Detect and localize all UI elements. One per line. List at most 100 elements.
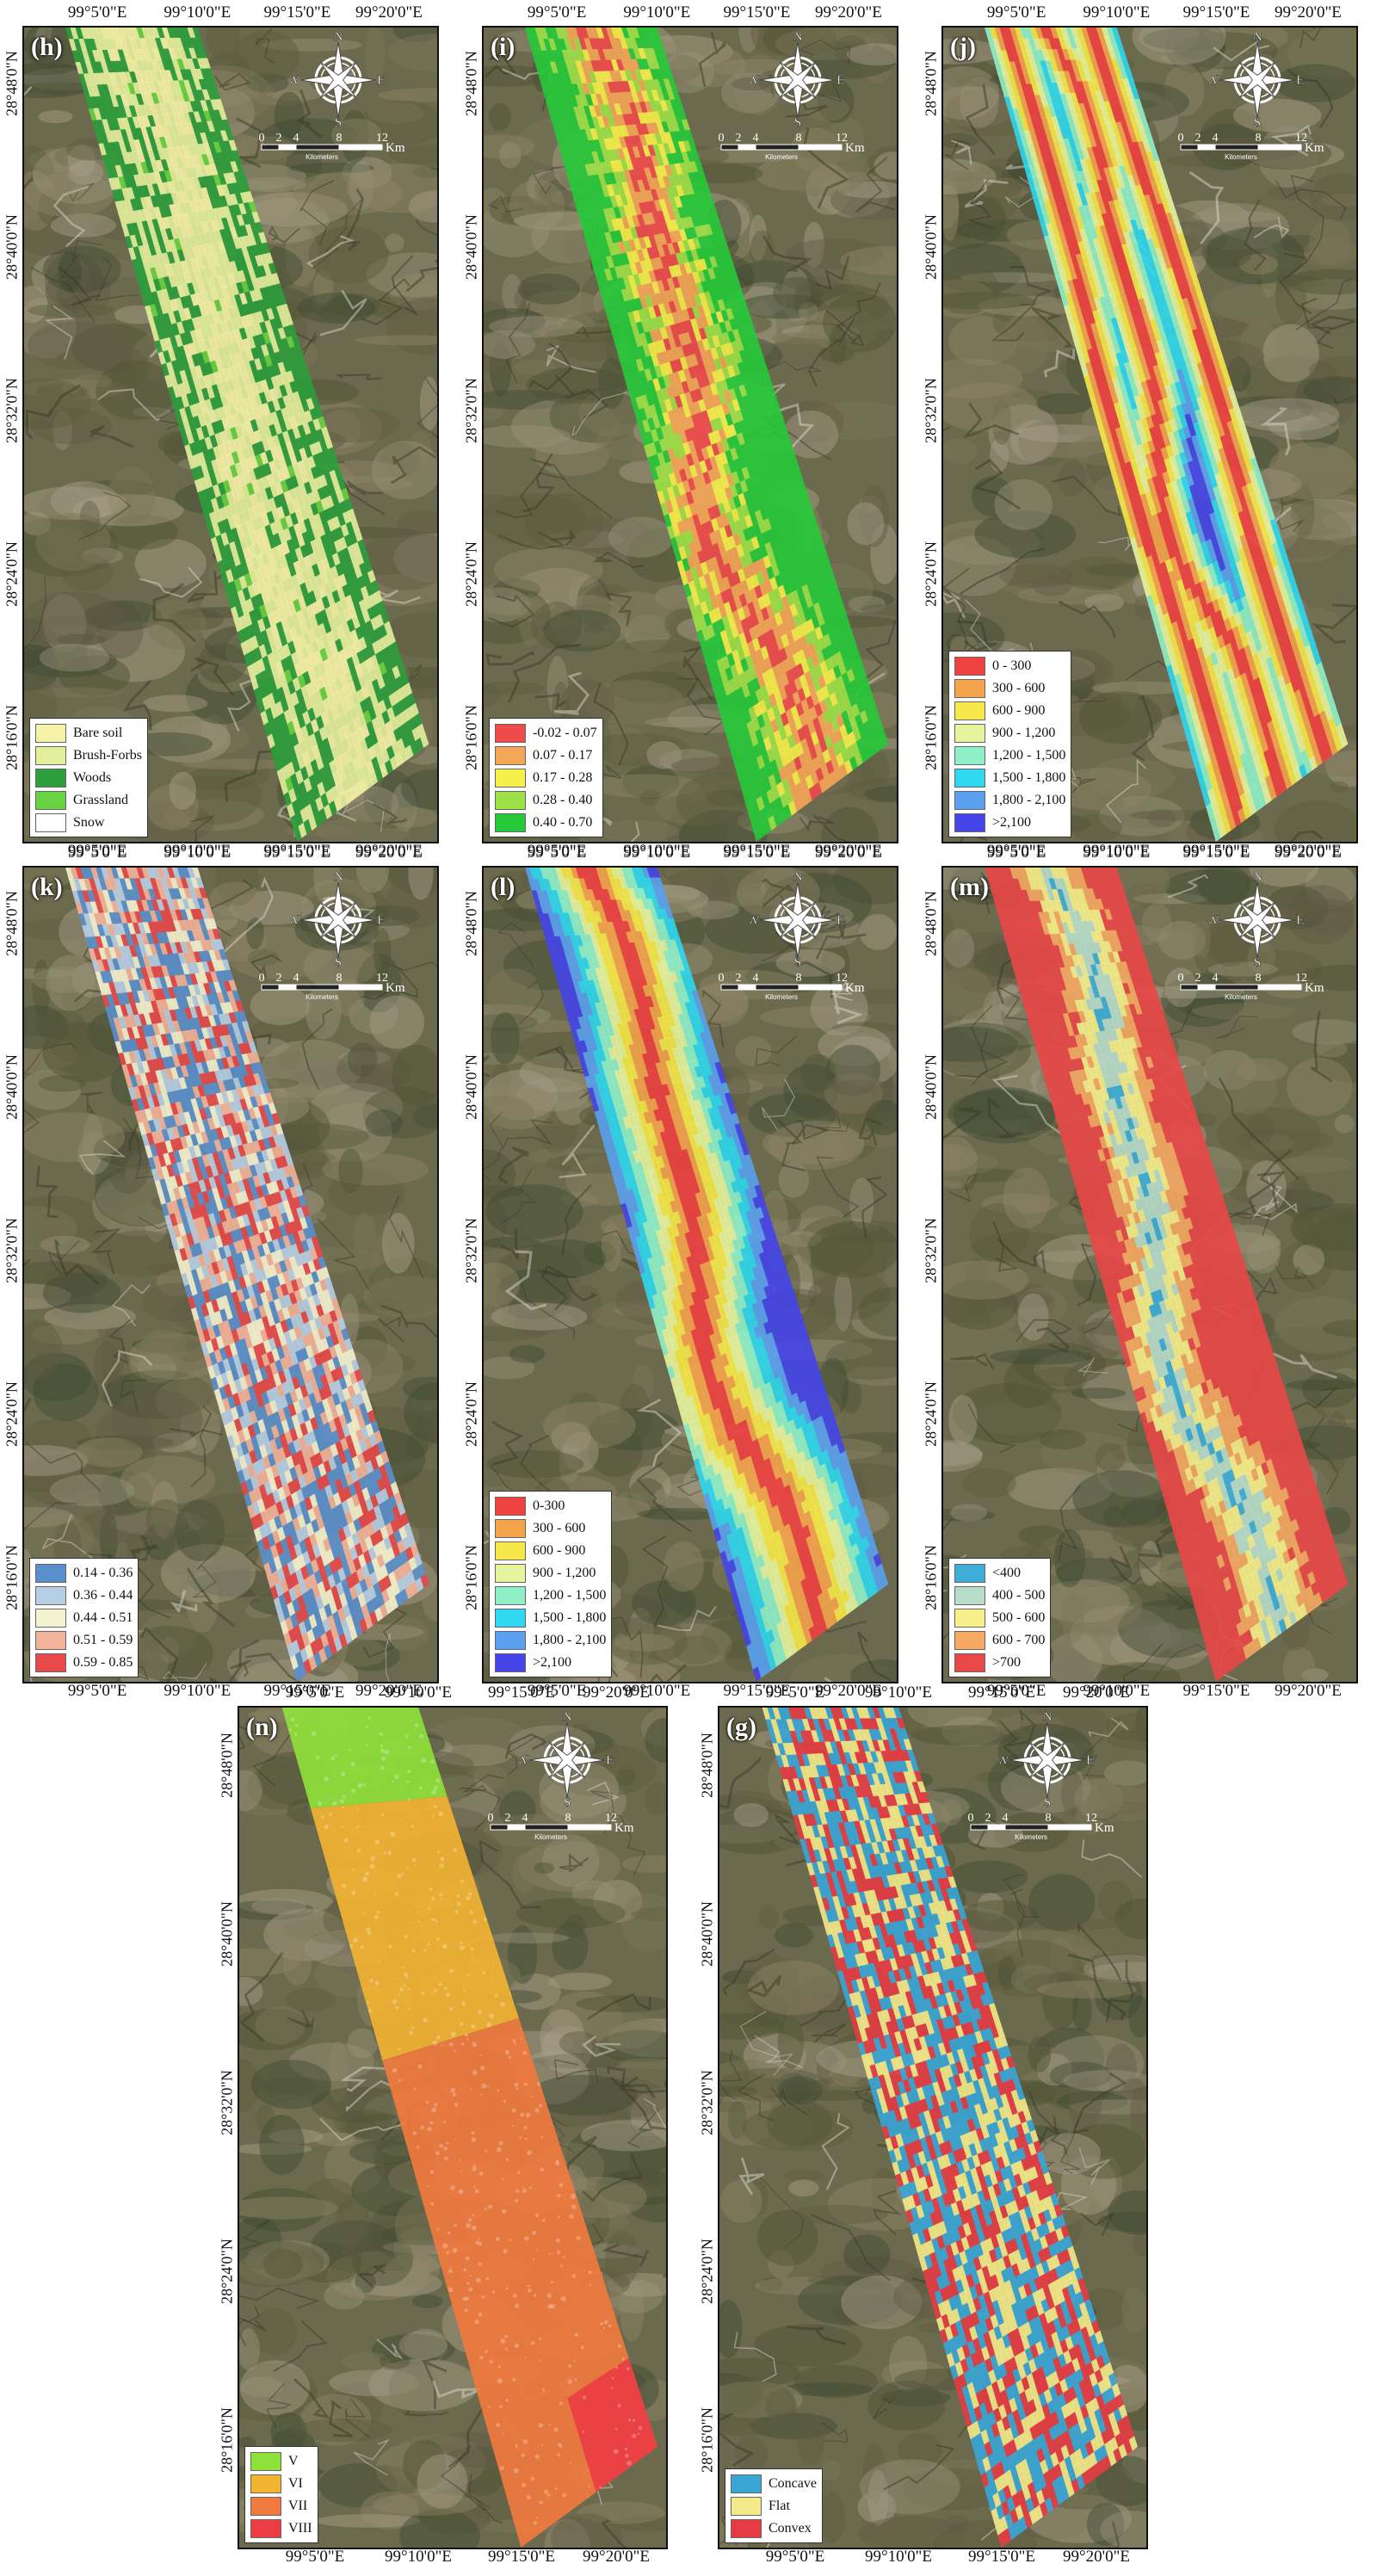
legend-swatch — [495, 1519, 526, 1538]
bottom-longitude-label: 99°15'0"E — [723, 842, 791, 860]
latitude-label: 28°16'0"N — [698, 2406, 716, 2473]
latitude-label: 28°32'0"N — [922, 377, 940, 443]
scale-unit: Km — [1305, 981, 1324, 995]
top-longitude-label: 99°5'0"E — [67, 843, 127, 862]
legend-label: Snow — [73, 815, 105, 830]
latitude-label: 28°16'0"N — [218, 2406, 236, 2473]
legend-swatch — [35, 1564, 66, 1583]
legend-swatch — [954, 1653, 985, 1672]
legend-swatch — [495, 1564, 526, 1583]
scale-tick-label: 8 — [336, 972, 343, 985]
latitude-label: 28°48'0"N — [3, 50, 21, 116]
scale-tick-label: 12 — [376, 132, 388, 145]
legend-swatch — [954, 701, 985, 720]
scale-tick-label: 4 — [753, 132, 759, 145]
legend-label: 400 - 500 — [992, 1588, 1046, 1603]
legend-item: 400 - 500 — [954, 1585, 1045, 1607]
latitude-label: 28°32'0"N — [922, 1217, 940, 1283]
legend-label: >2,100 — [992, 815, 1032, 830]
latitude-label: 28°32'0"N — [3, 1217, 21, 1283]
top-longitude-label: 99°5'0"E — [765, 1683, 825, 1702]
legend-swatch — [250, 2519, 281, 2538]
compass-e-label: E — [1296, 73, 1305, 88]
legend-label: 1,500 - 1,800 — [533, 1610, 607, 1625]
scale-tick-label: 2 — [1195, 132, 1201, 145]
legend-label: 0.28 - 0.40 — [533, 793, 593, 807]
legend-label: 0.59 - 0.85 — [73, 1655, 133, 1670]
panel-label: (m) — [950, 873, 989, 901]
legend-item: 0.44 - 0.51 — [35, 1607, 133, 1629]
latitude-label: 28°16'0"N — [3, 1544, 21, 1610]
legend-swatch — [35, 1609, 66, 1628]
legend-label: >700 — [992, 1655, 1022, 1670]
legend-label: Concave — [769, 2476, 817, 2491]
bottom-longitude-label: 99°15'0"E — [263, 1682, 331, 1700]
scale-tick-label: 4 — [1213, 132, 1219, 145]
legend-label: 500 - 600 — [992, 1610, 1046, 1625]
legend-swatch — [250, 2474, 281, 2493]
legend-label: Grassland — [73, 793, 128, 807]
legend-item: 900 - 1,200 — [954, 722, 1065, 744]
bottom-longitude-label: 99°15'0"E — [488, 2548, 555, 2566]
latitude-label: 28°16'0"N — [3, 704, 21, 770]
latitude-label: 28°40'0"N — [462, 1053, 480, 1120]
legend-item: Bare soil — [35, 722, 142, 744]
compass-e-label: E — [377, 913, 386, 928]
scale-sublabel: Kilometers — [1225, 993, 1257, 1001]
bottom-longitude-label: 99°15'0"E — [1182, 842, 1250, 860]
bottom-longitude-label: 99°5'0"E — [67, 842, 127, 860]
scale-tick-label: 12 — [1085, 1812, 1097, 1825]
top-longitude-label: 99°20'0"E — [1274, 843, 1342, 862]
top-longitude-label: 99°20'0"E — [814, 3, 882, 22]
scale-sublabel: Kilometers — [534, 1833, 567, 1841]
scale-tick-label: 0 — [259, 132, 265, 145]
legend-item: 300 - 600 — [495, 1517, 606, 1540]
latitude-label: 28°16'0"N — [922, 1544, 940, 1610]
scale-tick-label: 2 — [276, 972, 282, 985]
map-legend: -0.02 - 0.07 0.07 - 0.17 0.17 - 0.28 0.28 -… — [489, 718, 603, 837]
compass-s-label: S — [1254, 955, 1262, 967]
scale-unit: Km — [386, 141, 405, 155]
legend-label: 0.14 - 0.36 — [73, 1566, 133, 1580]
legend-item: 0.17 - 0.28 — [495, 767, 597, 789]
legend-label: 0.36 - 0.44 — [73, 1588, 133, 1603]
bottom-longitude-label: 99°10'0"E — [164, 1682, 232, 1700]
legend-swatch — [954, 1609, 985, 1628]
scale-tick-label: 2 — [736, 972, 742, 985]
map-image — [943, 868, 1356, 1682]
legend-item: 0.59 - 0.85 — [35, 1652, 133, 1674]
legend-swatch — [495, 1586, 526, 1605]
top-longitude-label: 99°5'0"E — [527, 3, 587, 22]
compass-n-label: N — [333, 33, 343, 44]
latitude-label: 28°16'0"N — [922, 704, 940, 770]
top-longitude-label: 99°10'0"E — [623, 3, 691, 22]
compass-w-label: W — [1210, 913, 1219, 928]
legend-swatch — [731, 2497, 762, 2516]
compass-s-label: S — [564, 1795, 571, 1807]
compass-w-label: W — [1000, 1753, 1009, 1768]
scale-tick-label: 4 — [753, 972, 759, 985]
bottom-longitude-label: 99°10'0"E — [164, 842, 232, 860]
map-legend: 0 - 300 300 - 600 600 - 900 900 - 1,200 1,20… — [948, 651, 1072, 837]
top-longitude-label: 99°15'0"E — [263, 843, 331, 862]
scale-tick-label: 12 — [1295, 132, 1307, 145]
legend-item: Convex — [731, 2517, 817, 2540]
legend-swatch — [954, 746, 985, 765]
legend-item: Flat — [731, 2495, 817, 2517]
legend-item: 900 - 1,200 — [495, 1562, 606, 1585]
legend-swatch — [495, 746, 526, 765]
scale-tick-label: 0 — [719, 972, 725, 985]
legend-label: 1,200 - 1,500 — [533, 1588, 607, 1603]
latitude-label: 28°40'0"N — [922, 213, 940, 280]
legend-label: 1,800 - 2,100 — [992, 793, 1066, 807]
map-image — [239, 1708, 666, 2548]
top-longitude-label: 99°15'0"E — [723, 843, 791, 862]
scale-tick-label: 0 — [1178, 972, 1184, 985]
legend-swatch — [250, 2452, 281, 2471]
latitude-label: 28°48'0"N — [462, 890, 480, 956]
